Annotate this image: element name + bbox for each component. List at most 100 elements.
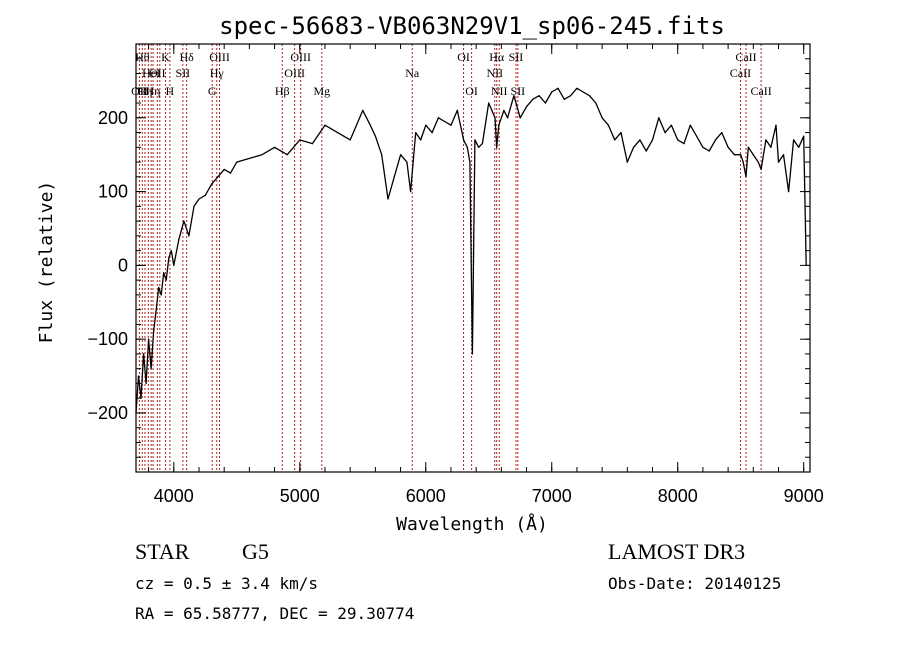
line-marker-label-27: CaII (730, 66, 751, 80)
data-point-76 (576, 87, 578, 89)
line-marker-label-17: OIII (290, 50, 311, 64)
data-point-33 (324, 124, 326, 126)
data-point-21 (204, 194, 206, 196)
data-point-58 (478, 146, 480, 148)
data-point-45 (415, 132, 417, 134)
data-point-117 (803, 135, 805, 137)
data-point-97 (708, 150, 710, 152)
data-point-112 (777, 161, 780, 163)
y-axis-label: Flux (relative) (36, 181, 57, 344)
data-point-28 (261, 154, 263, 156)
line-marker-label-28: CaII (735, 50, 756, 64)
data-point-70 (538, 95, 540, 97)
data-point-89 (658, 117, 660, 119)
data-point-3 (143, 353, 145, 355)
chart-title: spec-56683-VB063N29V1_sp06-245.fits (219, 12, 725, 40)
data-point-69 (532, 98, 534, 100)
data-point-18 (188, 235, 190, 237)
data-point-7 (153, 331, 155, 333)
data-point-38 (374, 135, 376, 137)
data-point-31 (299, 139, 301, 141)
data-point-17 (183, 220, 185, 222)
data-point-29 (274, 146, 276, 148)
data-point-48 (431, 132, 433, 134)
data-point-114 (788, 191, 790, 193)
y-tick-label-100: 100 (98, 182, 128, 202)
data-point-27 (248, 157, 250, 159)
data-point-109 (765, 139, 767, 141)
line-marker-label-13: Hγ (210, 66, 225, 80)
line-markers (138, 44, 762, 472)
data-point-63 (498, 124, 500, 126)
line-marker-label-22: NII (486, 66, 503, 80)
x-tick-label-4000: 4000 (154, 486, 194, 506)
data-point-71 (544, 102, 547, 104)
data-point-95 (696, 135, 698, 137)
data-point-60 (488, 102, 490, 104)
data-point-1 (137, 375, 140, 377)
data-point-91 (670, 124, 673, 126)
data-point-4 (145, 382, 147, 384)
line-marker-label-5: Hη (146, 84, 161, 98)
data-point-92 (677, 139, 679, 141)
line-marker-label-4: HeI (142, 66, 160, 80)
data-point-98 (714, 139, 717, 141)
data-point-20 (198, 198, 200, 200)
data-point-22 (211, 183, 213, 185)
data-point-11 (163, 272, 165, 274)
data-point-81 (607, 124, 610, 126)
data-point-72 (551, 91, 553, 93)
data-point-51 (450, 124, 452, 126)
data-point-105 (747, 146, 749, 148)
data-point-16 (178, 239, 180, 241)
data-point-34 (337, 132, 339, 134)
data-point-49 (437, 117, 439, 119)
data-point-50 (444, 120, 446, 123)
line-marker-label-21: OI (465, 84, 478, 98)
data-point-13 (168, 257, 170, 259)
data-point-104 (745, 176, 747, 178)
line-marker-label-16: OIII (284, 66, 305, 80)
data-point-64 (503, 109, 505, 111)
data-point-43 (406, 161, 408, 163)
data-point-62 (496, 146, 498, 148)
line-marker-labels: OIIHθHηHeIHηOIIKHSIIHδGHγOIIIHβOIIIOIIIM… (131, 50, 772, 98)
data-point-56 (471, 353, 473, 355)
data-point-47 (425, 124, 427, 126)
y-tick-label--200: −200 (87, 403, 128, 423)
data-point-75 (570, 95, 572, 97)
line-marker-label-25: SII (509, 50, 524, 64)
data-point-10 (160, 294, 162, 296)
x-tick-label-9000: 9000 (784, 486, 824, 506)
data-point-85 (633, 146, 635, 148)
data-point-37 (369, 124, 371, 126)
data-point-59 (481, 143, 483, 145)
flux-series (135, 87, 807, 414)
line-marker-label-19: Na (405, 66, 420, 80)
data-point-9 (158, 286, 160, 289)
data-point-57 (474, 139, 476, 141)
data-point-100 (727, 146, 729, 148)
data-point-116 (798, 146, 800, 148)
data-point-65 (507, 117, 509, 119)
data-point-12 (165, 279, 167, 281)
data-point-5 (148, 338, 150, 340)
line-marker-label-6: OII (149, 66, 166, 80)
data-point-87 (645, 150, 647, 152)
series-line-flux (135, 87, 807, 414)
data-point-35 (349, 139, 351, 141)
data-point-80 (601, 117, 603, 119)
data-point-39 (381, 154, 383, 156)
data-point-23 (217, 176, 219, 178)
data-point-32 (311, 143, 313, 145)
y-tick-label-0: 0 (118, 255, 128, 275)
data-point-107 (757, 161, 759, 163)
data-point-101 (733, 154, 736, 156)
data-point-68 (525, 106, 528, 108)
line-marker-label-20: OI (457, 50, 470, 64)
data-point-42 (400, 154, 402, 156)
y-tick-label--100: −100 (87, 329, 128, 349)
line-marker-label-0: OII (131, 84, 148, 98)
data-point-90 (664, 132, 666, 134)
